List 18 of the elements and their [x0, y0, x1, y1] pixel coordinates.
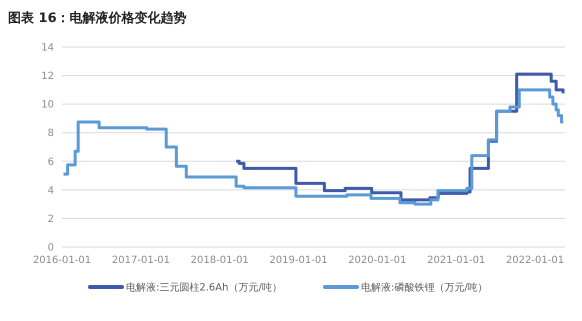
x-tick-label: 2021-01-01 — [427, 255, 486, 266]
y-tick-label: 10 — [41, 100, 54, 111]
x-tick-label: 2018-01-01 — [190, 255, 249, 266]
chart-title: 图表 16：电解液价格变化趋势 — [8, 10, 187, 26]
x-tick-label: 2017-01-01 — [112, 255, 170, 266]
legend-label: 电解液:三元圆柱2.6Ah（万元/吨） — [126, 282, 282, 294]
x-tick-label: 2019-01-01 — [269, 255, 328, 266]
y-tick-label: 8 — [48, 128, 54, 140]
y-tick-label: 4 — [48, 185, 54, 196]
x-tick-label: 2016-01-01 — [32, 255, 92, 266]
y-tick-label: 0 — [48, 242, 54, 254]
legend-label: 电解液:磷酸铁锂（万元/吨） — [361, 282, 488, 294]
x-tick-label: 2022-01-01 — [506, 255, 564, 266]
y-tick-label: 6 — [48, 156, 54, 168]
y-tick-label: 14 — [41, 42, 54, 54]
y-tick-label: 2 — [48, 214, 54, 225]
x-tick-label: 2020-01-01 — [348, 255, 406, 266]
y-tick-label: 12 — [41, 71, 54, 82]
